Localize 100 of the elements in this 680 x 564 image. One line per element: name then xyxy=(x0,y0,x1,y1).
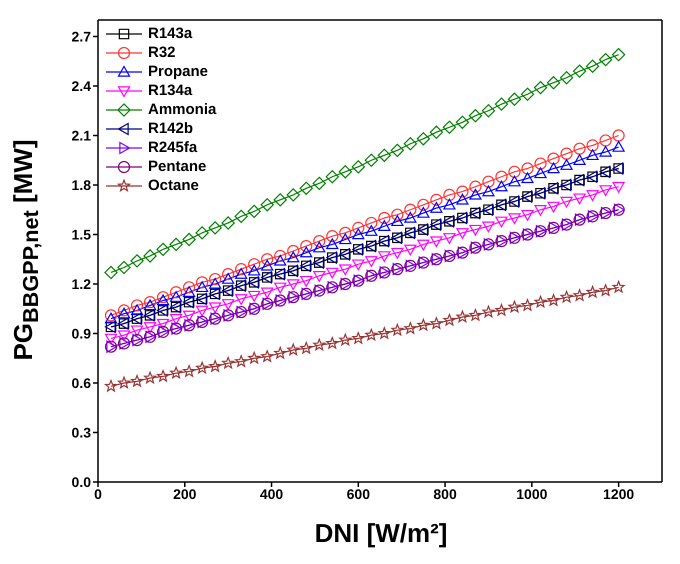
point xyxy=(404,212,416,223)
point xyxy=(209,302,222,314)
point xyxy=(248,290,260,302)
point xyxy=(600,146,612,157)
point xyxy=(534,167,547,178)
point xyxy=(586,286,599,298)
point xyxy=(391,324,404,336)
point xyxy=(222,216,235,230)
point xyxy=(572,64,586,78)
x-tick-label: 1200 xyxy=(603,486,634,502)
point xyxy=(104,266,118,280)
point xyxy=(182,232,196,246)
point xyxy=(222,272,234,284)
point xyxy=(534,205,547,216)
point xyxy=(326,230,338,242)
legend-label: Octane xyxy=(148,177,199,194)
point xyxy=(416,132,430,146)
point xyxy=(586,139,599,152)
point xyxy=(365,256,378,267)
point xyxy=(391,208,404,221)
point xyxy=(469,180,482,193)
y-tick-label: 2.1 xyxy=(72,127,92,144)
point xyxy=(208,221,222,235)
point xyxy=(600,284,612,296)
point xyxy=(326,238,338,250)
point xyxy=(494,98,508,111)
point xyxy=(312,176,326,190)
point xyxy=(430,194,442,206)
point xyxy=(300,240,312,252)
point xyxy=(443,233,456,244)
point xyxy=(156,294,170,306)
point xyxy=(612,140,625,152)
point xyxy=(209,278,222,289)
point xyxy=(222,299,234,310)
point xyxy=(274,250,286,262)
point xyxy=(300,182,313,195)
point xyxy=(274,193,287,206)
point xyxy=(248,352,260,364)
point xyxy=(468,109,482,122)
legend-label: R134a xyxy=(148,82,192,99)
point xyxy=(560,290,573,302)
point xyxy=(417,318,430,331)
point xyxy=(248,204,261,218)
point xyxy=(287,252,300,262)
point xyxy=(482,306,495,318)
point xyxy=(130,304,144,316)
point xyxy=(287,244,300,258)
point xyxy=(104,309,118,322)
point xyxy=(104,312,118,324)
point xyxy=(235,263,248,276)
point xyxy=(404,244,416,256)
point xyxy=(560,148,573,160)
point xyxy=(365,328,378,340)
point xyxy=(170,291,182,302)
point xyxy=(495,216,508,228)
point xyxy=(156,291,170,304)
point xyxy=(469,224,482,236)
point xyxy=(183,286,196,297)
point xyxy=(391,248,404,259)
y-tick-label: 0.0 xyxy=(72,474,92,490)
point xyxy=(170,314,182,325)
point xyxy=(287,279,300,290)
point xyxy=(586,149,599,160)
point xyxy=(378,251,390,262)
point xyxy=(235,268,248,279)
point xyxy=(598,52,612,66)
point xyxy=(417,206,430,218)
point xyxy=(248,264,260,276)
point xyxy=(260,198,274,212)
point xyxy=(560,196,573,208)
point xyxy=(600,185,612,196)
point xyxy=(495,180,508,192)
point xyxy=(352,259,364,270)
legend-label: R142b xyxy=(148,120,194,137)
point xyxy=(560,71,574,84)
y-tick-label: 1.8 xyxy=(72,176,92,193)
point xyxy=(286,188,300,202)
point xyxy=(404,322,416,334)
point xyxy=(144,296,156,308)
point xyxy=(521,172,534,184)
point xyxy=(196,306,208,316)
point xyxy=(600,134,612,147)
point xyxy=(183,310,196,322)
point xyxy=(196,362,208,374)
point xyxy=(170,366,182,378)
point xyxy=(586,60,600,73)
point xyxy=(195,226,209,240)
legend-label: R32 xyxy=(148,44,176,61)
point xyxy=(339,226,352,239)
point xyxy=(352,222,364,234)
point xyxy=(130,299,144,312)
y-tick-label: 2.7 xyxy=(72,28,92,44)
point xyxy=(586,190,599,201)
point xyxy=(339,264,352,276)
point xyxy=(144,372,156,384)
point xyxy=(365,225,378,236)
point xyxy=(261,288,274,298)
legend-label: R143a xyxy=(148,25,192,42)
point xyxy=(612,182,625,193)
point xyxy=(612,280,625,293)
